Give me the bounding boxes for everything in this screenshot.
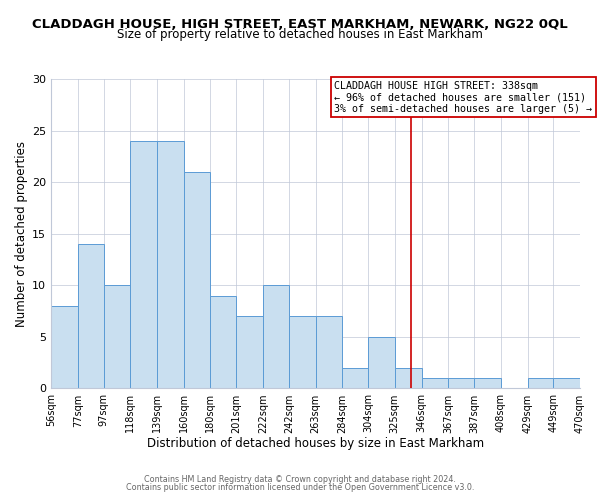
Text: CLADDAGH HOUSE, HIGH STREET, EAST MARKHAM, NEWARK, NG22 0QL: CLADDAGH HOUSE, HIGH STREET, EAST MARKHA… — [32, 18, 568, 30]
Text: Contains public sector information licensed under the Open Government Licence v3: Contains public sector information licen… — [126, 483, 474, 492]
Bar — [316, 316, 343, 388]
Bar — [78, 244, 104, 388]
Bar — [422, 378, 448, 388]
Bar — [553, 378, 580, 388]
Bar — [289, 316, 316, 388]
Text: CLADDAGH HOUSE HIGH STREET: 338sqm
← 96% of detached houses are smaller (151)
3%: CLADDAGH HOUSE HIGH STREET: 338sqm ← 96%… — [334, 80, 592, 114]
Bar — [368, 337, 395, 388]
Bar — [130, 141, 157, 388]
Bar — [263, 286, 289, 389]
X-axis label: Distribution of detached houses by size in East Markham: Distribution of detached houses by size … — [147, 437, 484, 450]
Y-axis label: Number of detached properties: Number of detached properties — [15, 140, 28, 326]
Bar — [343, 368, 368, 388]
Bar — [448, 378, 474, 388]
Bar — [184, 172, 209, 388]
Text: Size of property relative to detached houses in East Markham: Size of property relative to detached ho… — [117, 28, 483, 41]
Bar — [474, 378, 501, 388]
Bar — [157, 141, 184, 388]
Bar — [104, 286, 130, 389]
Bar — [209, 296, 236, 388]
Bar — [395, 368, 422, 388]
Text: Contains HM Land Registry data © Crown copyright and database right 2024.: Contains HM Land Registry data © Crown c… — [144, 475, 456, 484]
Bar — [236, 316, 263, 388]
Bar — [51, 306, 78, 388]
Bar — [527, 378, 553, 388]
